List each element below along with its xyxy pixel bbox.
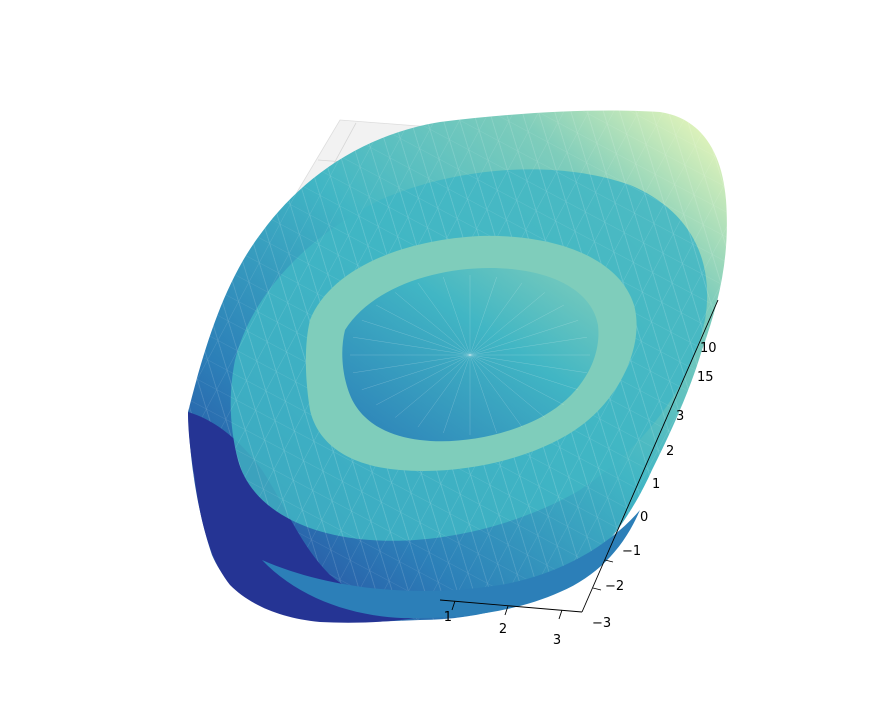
x-tick-label: 1 [444,610,452,625]
bowl-radial-line [443,276,471,356]
bowl-radial-line [417,282,471,356]
bowl-radial-line [469,304,564,356]
y-tick-label: 0 [640,510,648,525]
bowl-radial-line [469,336,588,356]
y-tick-label: 3 [676,409,684,424]
bowl-radial-line [469,320,579,356]
bowl-radial-line [469,292,545,356]
surface-central-bowl [342,268,599,442]
axes-lines [439,299,719,620]
y-tick-label: −2 [605,579,624,594]
y-tick-label: −3 [592,616,611,631]
y-tick-label: 1 [652,477,660,492]
x-tick-label: 3 [553,633,561,648]
bowl-radial-line [395,292,471,356]
bowl-radial-line [395,354,471,418]
bowl-radial-line [469,354,523,428]
x-axis-line [439,599,583,613]
bowl-radial-line [361,354,471,390]
bowl-radial-line [352,336,471,356]
bowl-radial-line [352,354,471,374]
bowl-radial-line [376,354,471,406]
bowl-radial-line [417,354,471,428]
x-tick-label: 2 [499,622,507,637]
x-axis-ticks [451,600,563,620]
bowl-radial-lines [350,275,590,435]
bowl-radial-line [361,320,471,356]
trisurf-surface [188,110,727,623]
bowl-radial-line [469,354,564,406]
bowl-radial-line [469,276,497,356]
bowl-radial-line [376,304,471,356]
z-tick-label: 10 [700,341,717,356]
y-tick-label: 2 [666,444,674,459]
bowl-radial-line [469,354,545,418]
surface-front-sweep [262,510,640,619]
y-axis-line [581,299,719,613]
bowl-radial-line [469,354,497,434]
bowl-radial-line [469,354,588,374]
z-tick-label: 15 [697,370,714,385]
bowl-radial-line [469,354,579,390]
bowl-radial-line [443,354,471,434]
y-tick-label: −1 [622,544,641,559]
bowl-radial-line [469,282,523,356]
y-axis-ticks [592,559,614,591]
tick-labels: 1 2 3 3 2 1 0 −1 −2 −3 10 15 [444,341,717,648]
